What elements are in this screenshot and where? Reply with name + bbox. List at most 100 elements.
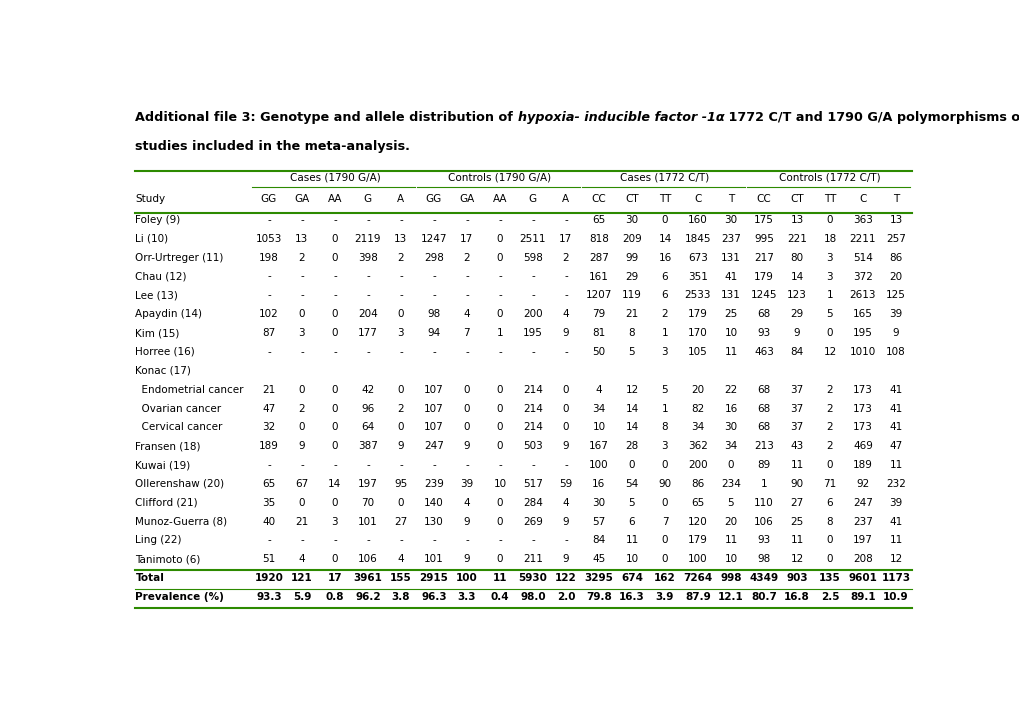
Text: 11: 11 [625,536,638,546]
Text: 93: 93 [756,328,769,338]
Text: 101: 101 [424,554,443,564]
Text: 0: 0 [661,554,667,564]
Text: -: - [300,460,304,470]
Text: 2211: 2211 [849,234,875,244]
Text: 674: 674 [621,573,642,583]
Text: 0: 0 [331,554,338,564]
Text: 84: 84 [592,536,605,546]
Text: -: - [398,271,403,282]
Text: 16.8: 16.8 [784,592,809,602]
Text: 189: 189 [259,441,278,451]
Text: Prevalence (%): Prevalence (%) [136,592,224,602]
Text: T: T [892,194,898,204]
Text: 35: 35 [262,498,275,508]
Text: 79: 79 [592,310,605,319]
Text: 3.9: 3.9 [655,592,674,602]
Text: 9: 9 [562,441,569,451]
Text: 9: 9 [892,328,899,338]
Text: -: - [300,290,304,300]
Text: 90: 90 [657,479,671,489]
Text: Cases (1790 G/A): Cases (1790 G/A) [289,173,380,183]
Text: 5.9: 5.9 [292,592,311,602]
Text: 0: 0 [496,253,502,263]
Text: 362: 362 [688,441,707,451]
Text: 0: 0 [331,423,338,433]
Text: 5: 5 [727,498,734,508]
Text: 4: 4 [464,310,470,319]
Text: 0: 0 [496,517,502,526]
Text: 162: 162 [653,573,676,583]
Text: 3: 3 [661,441,667,451]
Text: 0: 0 [299,310,305,319]
Text: 3: 3 [331,517,338,526]
Text: 298: 298 [424,253,443,263]
Text: 12: 12 [889,554,902,564]
Text: 80.7: 80.7 [750,592,776,602]
Text: 123: 123 [787,290,806,300]
Text: 100: 100 [455,573,477,583]
Text: 25: 25 [790,517,803,526]
Text: 131: 131 [720,253,740,263]
Text: 0: 0 [496,423,502,433]
Text: 170: 170 [688,328,707,338]
Text: 3.8: 3.8 [391,592,410,602]
Text: -: - [465,460,469,470]
Text: 13: 13 [889,215,902,225]
Text: 96: 96 [361,403,374,413]
Text: CT: CT [790,194,803,204]
Text: 0: 0 [464,384,470,395]
Text: 0: 0 [727,460,734,470]
Text: 213: 213 [753,441,773,451]
Text: 179: 179 [688,536,707,546]
Text: 5: 5 [661,384,667,395]
Text: 200: 200 [688,460,707,470]
Text: Kim (15): Kim (15) [136,328,179,338]
Text: -: - [531,271,534,282]
Text: 2: 2 [397,403,404,413]
Text: 22: 22 [723,384,737,395]
Text: 2119: 2119 [355,234,381,244]
Text: 10: 10 [723,328,737,338]
Text: 2.0: 2.0 [556,592,575,602]
Text: 469: 469 [852,441,872,451]
Text: 65: 65 [262,479,275,489]
Text: 1845: 1845 [684,234,710,244]
Text: -: - [497,347,501,357]
Text: 0: 0 [496,498,502,508]
Text: 39: 39 [460,479,473,489]
Text: 45: 45 [592,554,605,564]
Text: 4: 4 [464,498,470,508]
Text: -: - [432,215,435,225]
Text: 40: 40 [262,517,275,526]
Text: -: - [300,347,304,357]
Text: 0: 0 [562,403,569,413]
Text: Kuwai (19): Kuwai (19) [136,460,191,470]
Text: 10: 10 [493,479,506,489]
Text: 0: 0 [331,328,338,338]
Text: 122: 122 [554,573,576,583]
Text: -: - [366,290,370,300]
Text: 0: 0 [661,460,667,470]
Text: 0: 0 [496,234,502,244]
Text: 65: 65 [691,498,704,508]
Text: 3: 3 [299,328,305,338]
Text: Cases (1772 C/T): Cases (1772 C/T) [620,173,709,183]
Text: 107: 107 [424,403,443,413]
Text: 8: 8 [825,517,833,526]
Text: -: - [366,347,370,357]
Text: 37: 37 [790,384,803,395]
Text: 41: 41 [723,271,737,282]
Text: 89: 89 [756,460,769,470]
Text: 204: 204 [358,310,377,319]
Text: 9: 9 [562,328,569,338]
Text: 41: 41 [889,384,902,395]
Text: 179: 179 [688,310,707,319]
Text: -: - [531,290,534,300]
Text: -: - [531,536,534,546]
Text: 13: 13 [790,215,803,225]
Text: -: - [432,271,435,282]
Text: 64: 64 [361,423,374,433]
Text: Fransen (18): Fransen (18) [136,441,201,451]
Text: 68: 68 [756,423,769,433]
Text: 57: 57 [592,517,605,526]
